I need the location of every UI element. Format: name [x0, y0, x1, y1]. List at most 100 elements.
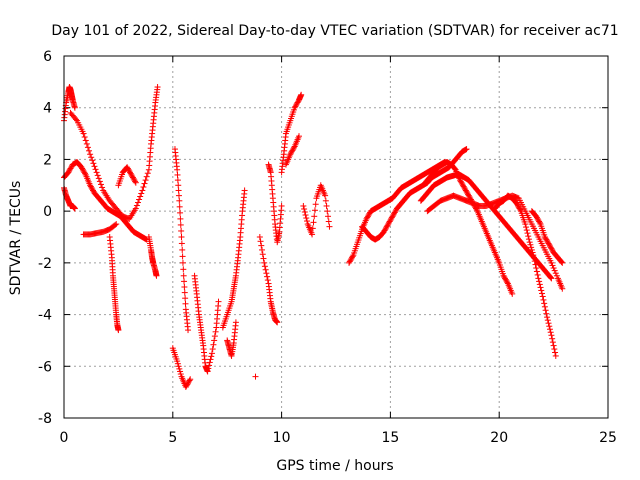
data-point: [388, 214, 395, 221]
data-point: [386, 218, 393, 225]
data-point: [131, 177, 138, 184]
data-point: [180, 266, 187, 273]
data-point: [385, 219, 392, 226]
data-point: [549, 335, 556, 342]
x-tick-label: 0: [60, 430, 69, 446]
data-point: [531, 254, 538, 261]
data-point: [530, 252, 537, 259]
data-point: [257, 238, 264, 245]
data-point: [501, 274, 508, 281]
data-point: [71, 205, 78, 212]
data-point: [261, 263, 268, 270]
data-point: [182, 383, 189, 390]
data-point: [65, 169, 72, 176]
data-point: [211, 337, 218, 344]
data-point: [538, 290, 545, 297]
data-point: [513, 200, 520, 207]
data-point: [349, 253, 356, 260]
data-point: [187, 376, 194, 383]
y-tick-label: -6: [38, 359, 52, 375]
data-point: [516, 205, 523, 212]
data-point: [68, 164, 75, 171]
data-point: [504, 279, 511, 286]
data-point: [296, 133, 303, 140]
data-point: [539, 293, 546, 300]
data-point: [551, 267, 558, 274]
data-point: [67, 165, 74, 172]
data-point: [215, 298, 222, 305]
data-point: [185, 327, 192, 334]
data-point: [515, 202, 522, 209]
data-point: [177, 368, 184, 375]
data-point: [524, 230, 531, 237]
plot-frame: [63, 55, 609, 419]
data-point: [91, 163, 98, 170]
data-point: [80, 130, 87, 137]
data-point: [535, 217, 542, 224]
data-point: [174, 171, 181, 178]
data-point: [134, 199, 141, 206]
data-point: [262, 266, 269, 273]
data-point: [346, 259, 353, 266]
data-point: [522, 221, 529, 228]
data-point: [348, 254, 355, 261]
data-point: [303, 218, 310, 225]
data-point: [290, 146, 297, 153]
data-point: [347, 257, 354, 264]
data-point: [326, 223, 333, 230]
data-point: [464, 190, 471, 197]
data-point: [176, 203, 183, 210]
data-point: [125, 166, 132, 173]
data-point: [546, 323, 553, 330]
data-point: [536, 218, 543, 225]
data-point: [178, 240, 185, 247]
data-point: [87, 151, 94, 158]
data-point: [388, 215, 395, 222]
data-point: [72, 116, 79, 123]
data-point: [79, 166, 86, 173]
data-point: [457, 178, 464, 185]
data-point: [178, 227, 185, 234]
data-point: [130, 175, 137, 182]
data-point: [531, 258, 538, 265]
data-point: [324, 208, 331, 215]
data-point: [460, 183, 467, 190]
data-point: [261, 259, 268, 266]
data-point: [88, 184, 95, 191]
data-point: [293, 100, 300, 107]
data-point: [287, 151, 294, 158]
data-point: [81, 169, 88, 176]
data-point: [523, 227, 530, 234]
data-point: [132, 178, 139, 185]
data-point: [92, 166, 99, 173]
data-point: [241, 187, 248, 194]
data-point: [206, 362, 213, 369]
data-point: [463, 146, 470, 153]
data-point: [207, 356, 214, 363]
data-point: [523, 224, 530, 231]
data-point: [83, 140, 90, 147]
data-point: [550, 265, 557, 272]
data-point: [175, 363, 182, 370]
data-point: [205, 365, 212, 372]
data-point: [384, 222, 391, 229]
data-point: [177, 371, 184, 378]
data-point: [153, 272, 160, 279]
data-point: [133, 202, 140, 209]
data-point: [129, 173, 136, 180]
x-tick-label: 10: [273, 430, 291, 446]
data-point: [525, 236, 532, 243]
data-point: [503, 277, 510, 284]
data-point: [290, 144, 297, 151]
chart-title: Day 101 of 2022, Sidereal Day-to-day VTE…: [51, 23, 618, 39]
data-point: [466, 193, 473, 200]
data-point: [258, 242, 265, 249]
data-point: [82, 170, 89, 177]
data-point: [364, 214, 371, 221]
data-point: [90, 160, 97, 167]
y-tick-label: 4: [43, 101, 52, 117]
data-point: [88, 154, 95, 161]
data-point: [138, 190, 145, 197]
data-point: [142, 177, 149, 184]
data-point: [174, 358, 181, 365]
